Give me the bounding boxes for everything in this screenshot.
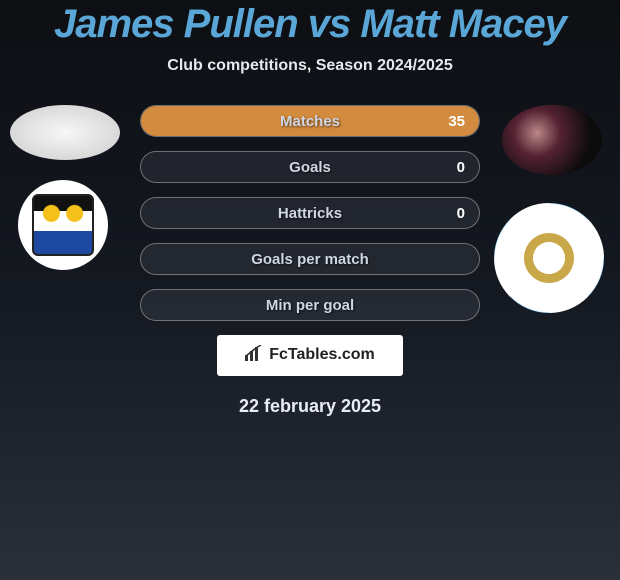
page-title: James Pullen vs Matt Macey	[0, 2, 620, 47]
stat-label: Goals per match	[141, 244, 479, 274]
stat-label: Hattricks	[141, 198, 479, 228]
player-left-avatar	[10, 105, 120, 160]
stat-value-right: 35	[448, 106, 465, 136]
stat-row: Goals0	[140, 151, 480, 183]
stat-value-right: 0	[457, 152, 465, 182]
stat-label: Min per goal	[141, 290, 479, 320]
player-right-avatar	[502, 105, 602, 175]
stat-row: Matches35	[140, 105, 480, 137]
stat-row: Goals per match	[140, 243, 480, 275]
page-subtitle: Club competitions, Season 2024/2025	[0, 57, 620, 75]
comparison-content: Matches35Goals0Hattricks0Goals per match…	[0, 105, 620, 417]
stats-column: Matches35Goals0Hattricks0Goals per match…	[140, 105, 480, 321]
infographic-date: 22 february 2025	[0, 396, 620, 417]
left-player-column	[8, 105, 128, 270]
right-player-column	[492, 105, 612, 313]
stat-row: Min per goal	[140, 289, 480, 321]
player-right-club-badge	[494, 203, 604, 313]
chart-icon	[245, 345, 263, 366]
brand-logo[interactable]: FcTables.com	[217, 335, 403, 376]
player-left-club-badge	[18, 180, 108, 270]
brand-text: FcTables.com	[269, 346, 375, 363]
stat-label: Matches	[141, 106, 479, 136]
stat-label: Goals	[141, 152, 479, 182]
stat-value-right: 0	[457, 198, 465, 228]
stat-row: Hattricks0	[140, 197, 480, 229]
